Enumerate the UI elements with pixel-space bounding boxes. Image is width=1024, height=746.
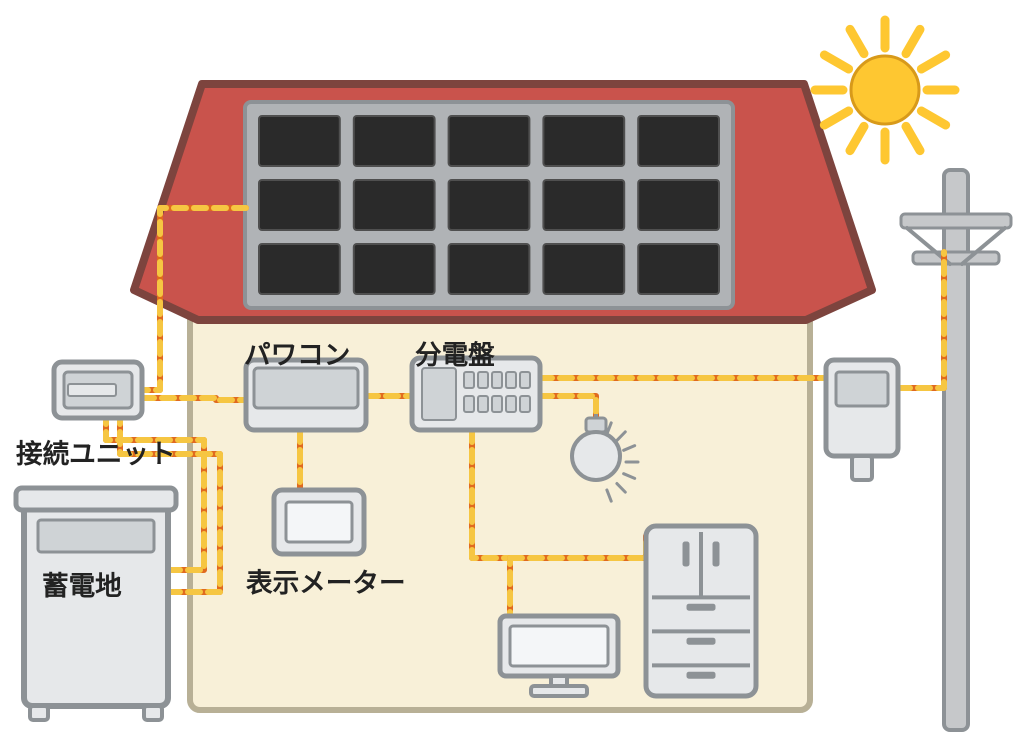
label-display-meter: 表示メーター	[246, 561, 406, 600]
label-distribution-board: 分電盤	[415, 333, 495, 372]
label-battery: 蓄電地	[42, 564, 122, 603]
label-pcs: パワコン	[244, 333, 350, 372]
solar-home-diagram	[0, 0, 1024, 741]
label-junction-unit: 接続ユニット	[16, 432, 176, 471]
